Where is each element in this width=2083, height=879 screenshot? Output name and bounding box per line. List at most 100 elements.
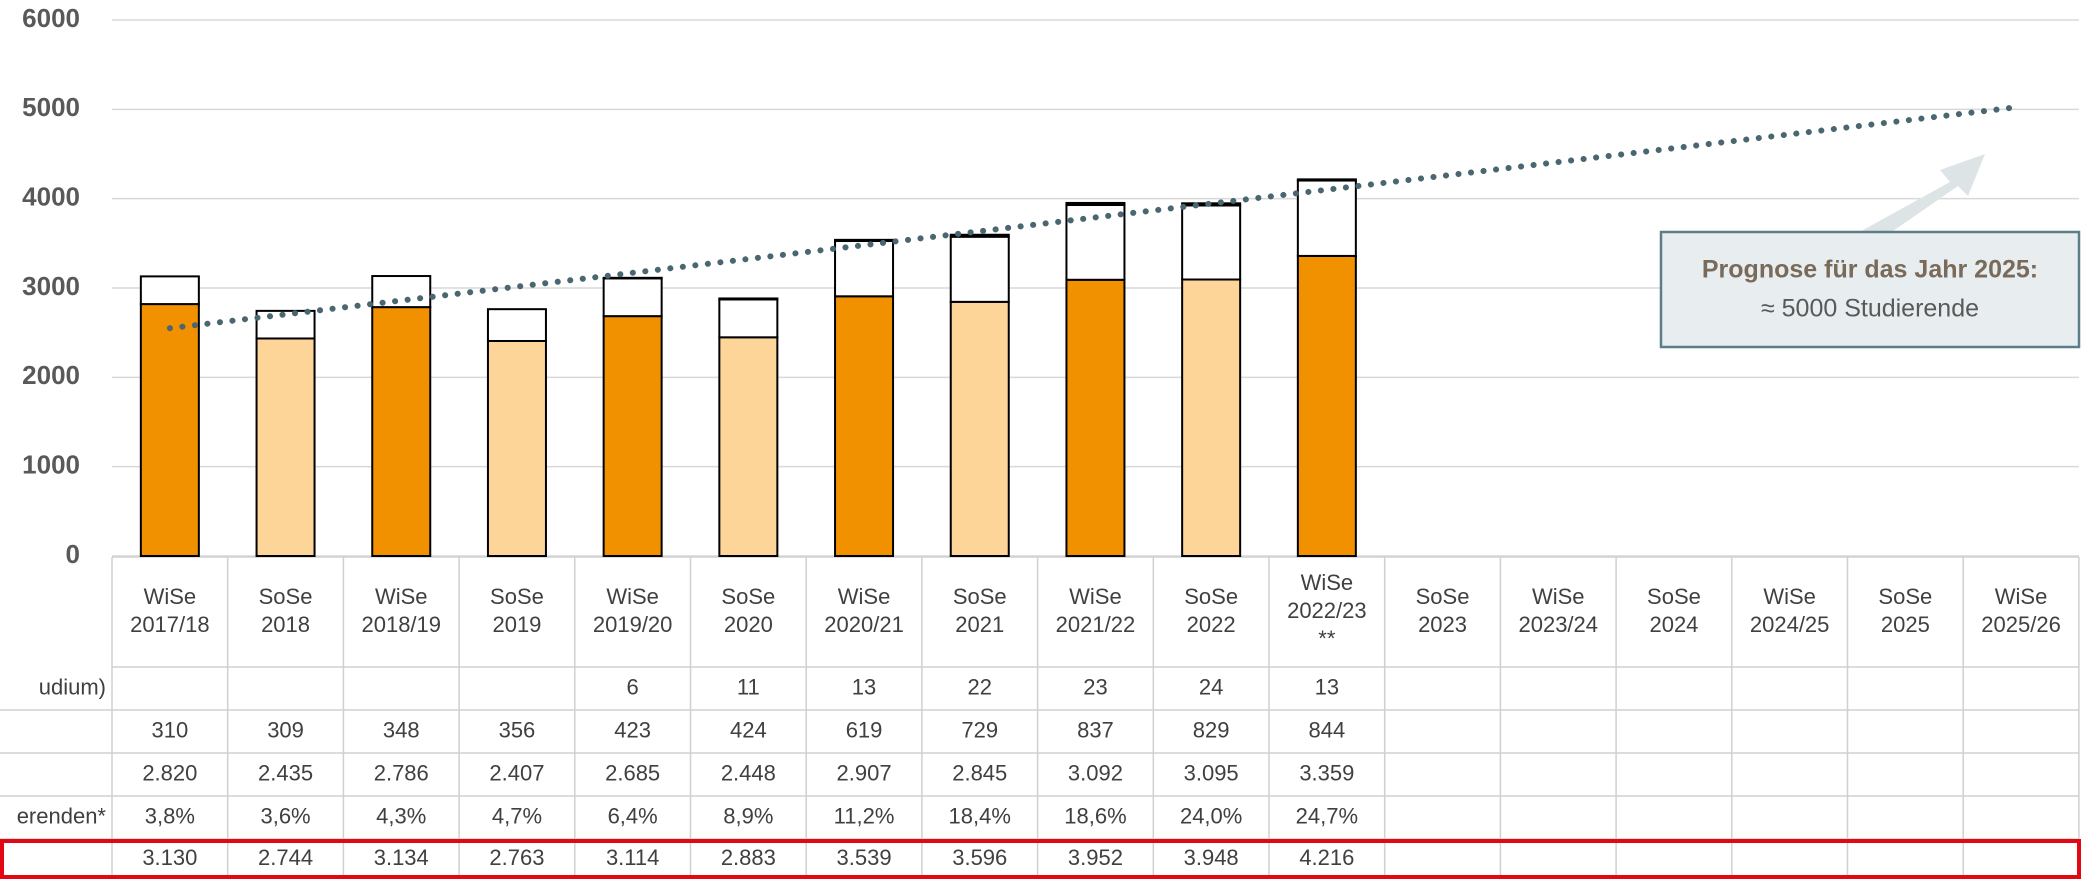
- table-cell: 4,3%: [376, 803, 426, 828]
- table-cell: 4.216: [1299, 845, 1354, 870]
- table-cell: 3.095: [1184, 760, 1239, 785]
- table-cell: 829: [1193, 717, 1230, 742]
- annotation-text: ≈ 5000 Studierende: [1761, 295, 1979, 323]
- table-cell: 2.407: [489, 760, 544, 785]
- bar-segment: [486, 339, 547, 557]
- table-cell: 3,8%: [145, 803, 195, 828]
- table-cell: 13: [852, 674, 876, 699]
- bar-segment: [255, 337, 316, 557]
- x-tick-label: WiSe 2024/25: [1750, 584, 1830, 637]
- table-cell: 3.596: [952, 845, 1007, 870]
- y-tick-label: 6000: [22, 3, 80, 33]
- bar-segment: [1296, 178, 1357, 182]
- table-cell: 13: [1315, 674, 1339, 699]
- table-cell: 8,9%: [723, 803, 773, 828]
- bar-segment: [1065, 278, 1126, 557]
- x-tick-label: SoSe 2024: [1647, 584, 1701, 637]
- table-cell: 844: [1308, 717, 1345, 742]
- bar-segment: [602, 315, 663, 558]
- x-tick-label: WiSe 2017/18: [130, 584, 210, 637]
- table-cell: 309: [267, 717, 304, 742]
- table-cell: 11,2%: [834, 803, 895, 828]
- y-tick-label: 1000: [22, 450, 80, 480]
- x-tick-label: SoSe 2019: [490, 584, 544, 637]
- table-cell: 348: [383, 717, 420, 742]
- bar-segment: [1296, 254, 1357, 558]
- bar-segment: [139, 303, 200, 557]
- y-tick-label: 5000: [22, 92, 80, 122]
- x-tick-label: WiSe 2018/19: [361, 584, 441, 637]
- plot: 0 1000 2000 3000 4000 5000 6000 WiSe 2017/18 SoSe…: [0, 3, 2081, 879]
- x-tick-label: SoSe 2022: [1184, 584, 1238, 637]
- x-tick-label: SoSe 2021: [953, 584, 1007, 637]
- table-cell: 11: [737, 674, 760, 699]
- table-cell: 24: [1199, 674, 1223, 699]
- x-tick-label: WiSe 2019/20: [593, 584, 673, 637]
- bar-segment: [1181, 278, 1242, 557]
- table-cell: 3.948: [1184, 845, 1239, 870]
- bar-segment: [949, 300, 1010, 558]
- bar-segment: [949, 235, 1010, 303]
- bar-segment: [1181, 204, 1242, 281]
- bar-segment: [718, 297, 779, 301]
- table-cell: 2.435: [258, 760, 313, 785]
- table-cell: 6,4%: [608, 803, 658, 828]
- table-cell: 3.130: [142, 845, 197, 870]
- x-tick-label: WiSe 2021/22: [1056, 584, 1136, 637]
- table-cell: 619: [846, 717, 883, 742]
- table-cell: 2.820: [142, 760, 197, 785]
- row-label: udium): [39, 674, 106, 699]
- table-cell: 2.744: [258, 845, 313, 870]
- bar-segment: [139, 275, 200, 306]
- table-cell: 2.786: [374, 760, 429, 785]
- table-cell: 424: [730, 717, 767, 742]
- x-tick-label: WiSe 2025/26: [1981, 584, 2061, 637]
- table-cell: 2.907: [837, 760, 892, 785]
- forecast-arrow: [1845, 154, 1985, 240]
- table-cell: 23: [1083, 674, 1107, 699]
- table-cell: 356: [499, 717, 536, 742]
- table-cell: 18,6%: [1064, 803, 1126, 828]
- y-tick-label: 2000: [22, 360, 80, 390]
- annotation-box: [1659, 230, 2081, 349]
- bar-segment: [371, 306, 432, 557]
- y-tick-label: 0: [66, 539, 80, 569]
- bar-segment: [602, 276, 663, 280]
- table-cell: 4,7%: [492, 803, 542, 828]
- table-cell: 6: [627, 674, 639, 699]
- table-cell: 310: [151, 717, 188, 742]
- table-cell: 729: [961, 717, 998, 742]
- x-tick-label: WiSe 2020/21: [824, 584, 904, 637]
- table-cell: 3.359: [1299, 760, 1354, 785]
- x-tick-label: WiSe 2023/24: [1518, 584, 1598, 637]
- bar-segment: [718, 298, 779, 339]
- table-cell: 3.134: [374, 845, 429, 870]
- table-cell: 3.092: [1068, 760, 1123, 785]
- table-cell: 3.952: [1068, 845, 1123, 870]
- x-tick-label: WiSe 2022/23 **: [1287, 570, 1367, 651]
- table-cell: 2.883: [721, 845, 776, 870]
- table-cell: 2.763: [489, 845, 544, 870]
- y-tick-label: 3000: [22, 271, 80, 301]
- trend-line: [166, 103, 2025, 332]
- table-cell: 837: [1077, 717, 1114, 742]
- bar-segment: [371, 275, 432, 309]
- table-cell: 2.685: [605, 760, 660, 785]
- bar-segment: [949, 233, 1010, 238]
- table-cell: 3.114: [606, 845, 659, 870]
- x-tick-label: SoSe 2020: [721, 584, 775, 637]
- x-tick-label: SoSe 2018: [259, 584, 313, 637]
- bar-segment: [718, 336, 779, 558]
- table-cell: 423: [614, 717, 651, 742]
- x-tick-label: SoSe 2025: [1878, 584, 1932, 637]
- bar-segment: [834, 295, 895, 557]
- table-cell: 24,7%: [1296, 803, 1358, 828]
- bar-segment: [602, 277, 663, 318]
- table-cell: 24,0%: [1180, 803, 1242, 828]
- bar-segment: [255, 309, 316, 340]
- highlight-box: [0, 839, 2081, 879]
- table-cell: 3,6%: [260, 803, 310, 828]
- annotation-title: Prognose für das Jahr 2025:: [1702, 256, 2038, 284]
- table-cell: 22: [968, 674, 992, 699]
